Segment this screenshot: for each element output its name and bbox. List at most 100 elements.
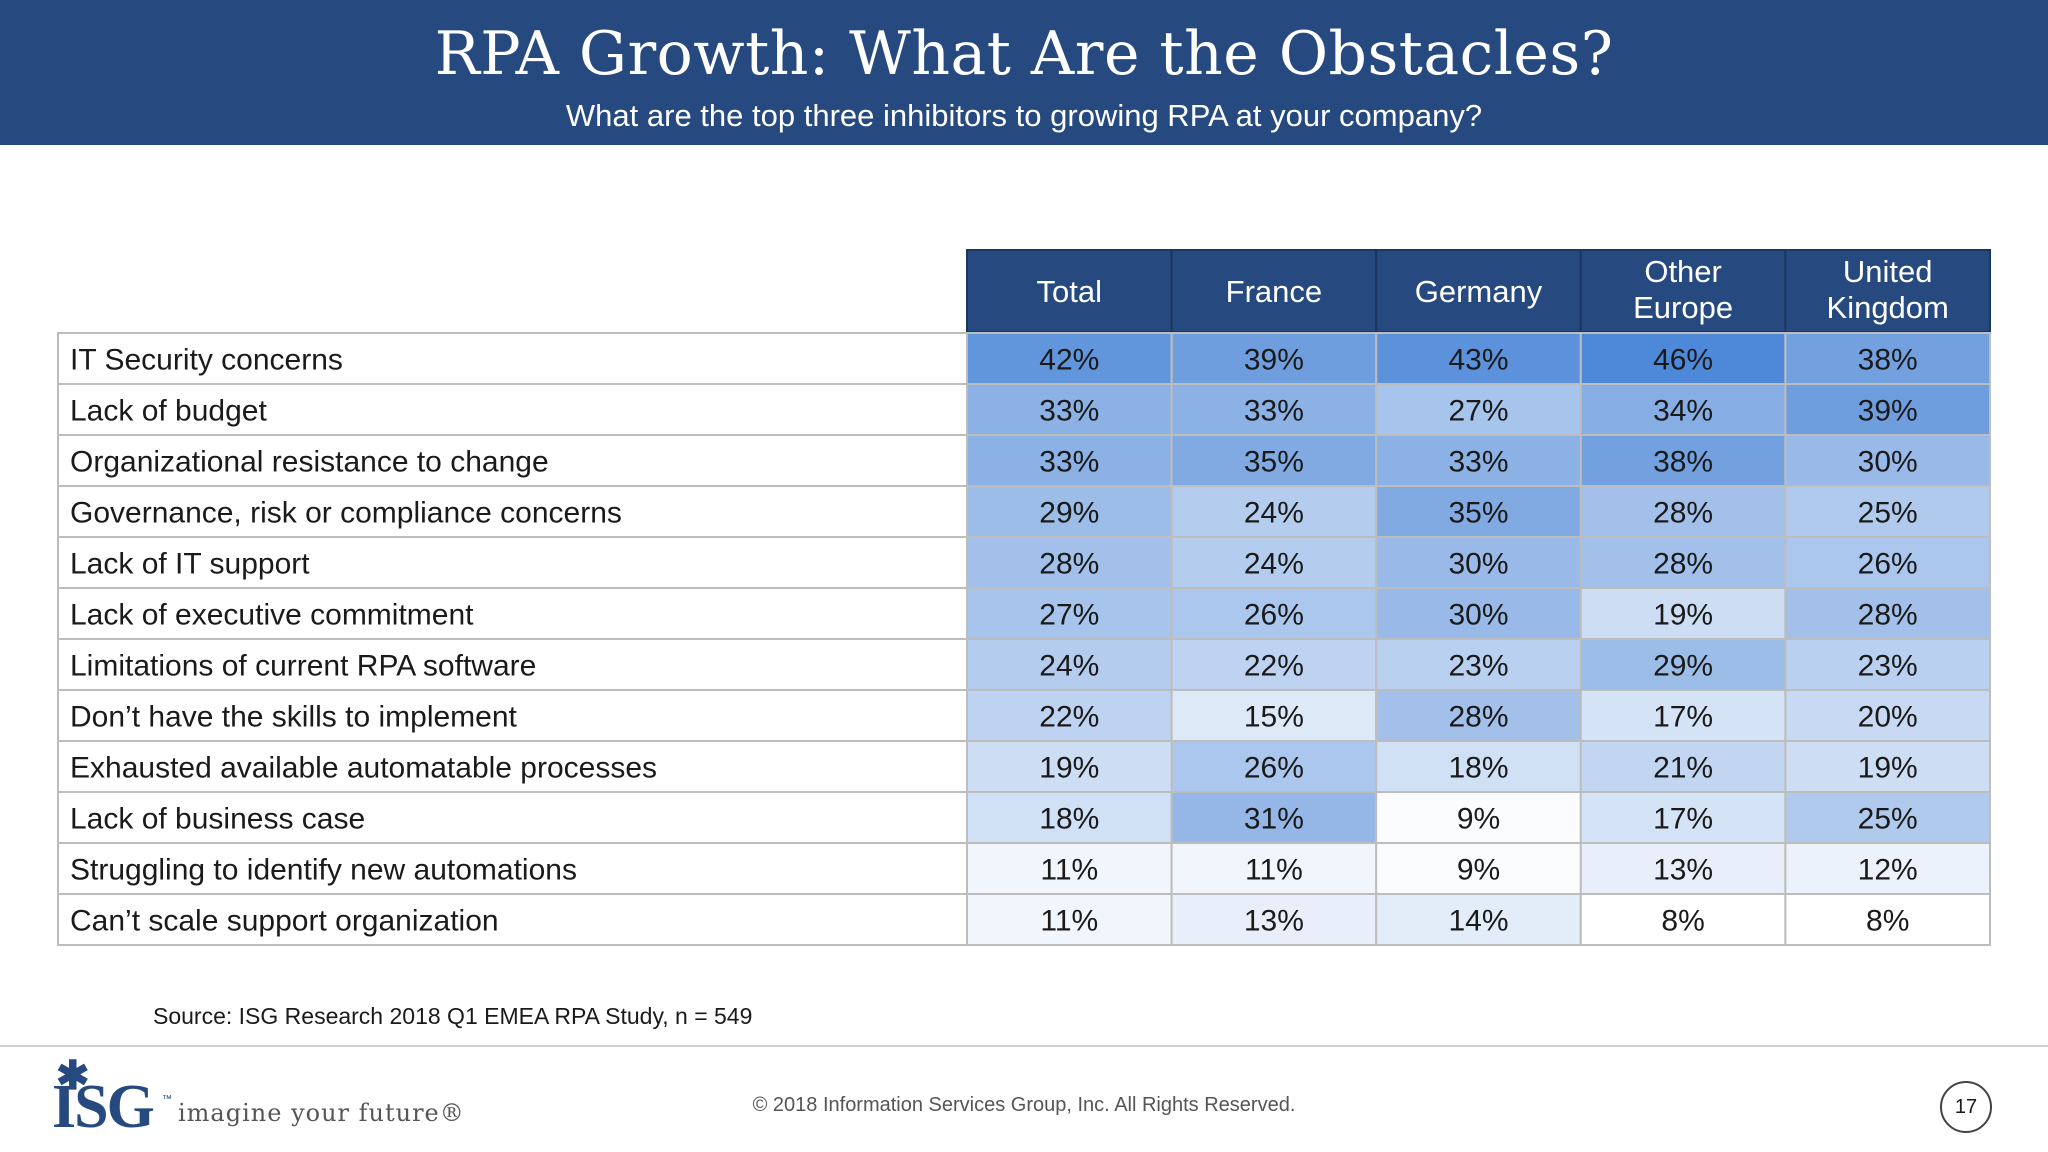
heat-cell <box>966 485 1173 538</box>
cell-value: 42% <box>1039 344 1099 377</box>
cell-value: 20% <box>1858 701 1918 734</box>
cell-value: 13% <box>1653 854 1713 887</box>
logo-wordmark: ISG <box>52 1073 155 1141</box>
heat-cell <box>1170 842 1378 895</box>
column-header-label: France <box>1226 274 1322 309</box>
cell-value: 18% <box>1448 752 1508 785</box>
cell-value: 11% <box>1040 905 1098 938</box>
heat-cell <box>1784 332 1992 385</box>
row-label-cell <box>57 536 968 589</box>
heat-cell <box>966 383 1173 436</box>
cell-value: 28% <box>1653 497 1713 530</box>
cell-value: 35% <box>1244 446 1304 479</box>
heat-cell <box>1375 842 1582 895</box>
cell-value: 22% <box>1039 701 1099 734</box>
cell-value: 9% <box>1457 803 1500 836</box>
footer-divider <box>0 1045 2048 1047</box>
cell-value: 30% <box>1448 548 1508 581</box>
heat-cell <box>966 791 1173 844</box>
heat-cell <box>1784 842 1992 895</box>
heat-cell <box>1170 893 1378 946</box>
row-label: Struggling to identify new automations <box>70 854 577 887</box>
row-label: Lack of IT support <box>70 548 310 581</box>
cell-value: 24% <box>1039 650 1099 683</box>
cell-value: 33% <box>1244 395 1304 428</box>
heat-cell <box>1579 383 1787 436</box>
cell-value: 15% <box>1244 701 1304 734</box>
row-label: Organizational resistance to change <box>70 446 549 479</box>
cell-value: 25% <box>1858 803 1918 836</box>
cell-value: 34% <box>1653 395 1713 428</box>
slide-title: RPA Growth: What Are the Obstacles? <box>434 19 1614 89</box>
cell-value: 46% <box>1653 344 1713 377</box>
source-note: Source: ISG Research 2018 Q1 EMEA RPA St… <box>153 1003 753 1029</box>
cell-value: 23% <box>1858 650 1918 683</box>
cell-value: 29% <box>1653 650 1713 683</box>
heat-cell <box>1375 791 1582 844</box>
heat-cell <box>1579 485 1787 538</box>
cell-value: 12% <box>1858 854 1918 887</box>
row-label: IT Security concerns <box>70 344 343 377</box>
cell-value: 17% <box>1653 701 1713 734</box>
slide-subtitle: What are the top three inhibitors to gro… <box>565 98 1483 133</box>
column-header-label: Total <box>1037 274 1102 309</box>
cell-value: 27% <box>1039 599 1099 632</box>
column-header-label: Other <box>1644 254 1722 289</box>
row-label: Exhausted available automatable processe… <box>70 752 657 785</box>
row-label-cell <box>57 434 968 487</box>
heat-cell <box>1375 485 1582 538</box>
heat-cell <box>966 740 1173 793</box>
cell-value: 24% <box>1244 497 1304 530</box>
column-header-label: Germany <box>1415 274 1543 309</box>
cell-value: 30% <box>1448 599 1508 632</box>
page-number: 17 <box>1940 1081 1992 1133</box>
row-label-cell <box>57 587 968 640</box>
heat-cell <box>1170 689 1378 742</box>
heat-cell <box>1170 740 1378 793</box>
heat-cell <box>966 893 1173 946</box>
row-label: Governance, risk or compliance concerns <box>70 497 622 530</box>
heat-cell <box>1784 383 1992 436</box>
cell-value: 26% <box>1244 599 1304 632</box>
asterisk-icon: ✱ <box>56 1054 90 1098</box>
cell-value: 39% <box>1244 344 1304 377</box>
row-label-cell <box>57 893 968 946</box>
row-label: Lack of budget <box>70 395 267 428</box>
cell-value: 18% <box>1039 803 1099 836</box>
cell-value: 8% <box>1866 905 1909 938</box>
row-label: Don’t have the skills to implement <box>70 701 518 734</box>
cell-value: 25% <box>1858 497 1918 530</box>
heat-cell <box>1375 332 1582 385</box>
cell-value: 33% <box>1448 446 1508 479</box>
cell-value: 19% <box>1858 752 1918 785</box>
cell-value: 33% <box>1039 446 1099 479</box>
trademark-mark: ™ <box>162 1094 172 1105</box>
cell-value: 43% <box>1448 344 1508 377</box>
cell-value: 21% <box>1653 752 1713 785</box>
heat-cell <box>1579 434 1787 487</box>
cell-value: 28% <box>1448 701 1508 734</box>
heat-cell <box>1579 740 1787 793</box>
column-header-label: Europe <box>1633 290 1733 325</box>
cell-value: 27% <box>1448 395 1508 428</box>
cell-value: 26% <box>1244 752 1304 785</box>
heat-cell <box>1579 638 1787 691</box>
column-header-label: United <box>1843 254 1933 289</box>
heat-cell <box>966 434 1173 487</box>
heat-cell <box>1375 638 1582 691</box>
cell-value: 35% <box>1448 497 1508 530</box>
row-label: Lack of business case <box>70 803 365 836</box>
row-label: Lack of executive commitment <box>70 599 474 632</box>
heat-cell <box>1375 689 1582 742</box>
cell-value: 30% <box>1858 446 1918 479</box>
heat-cell <box>1170 536 1378 589</box>
cell-value: 28% <box>1858 599 1918 632</box>
row-label-cell <box>57 842 968 895</box>
cell-value: 26% <box>1858 548 1918 581</box>
cell-value: 28% <box>1039 548 1099 581</box>
heat-cell <box>1784 893 1992 946</box>
heat-cell <box>966 842 1173 895</box>
heat-cell <box>1375 434 1582 487</box>
cell-value: 8% <box>1661 905 1704 938</box>
